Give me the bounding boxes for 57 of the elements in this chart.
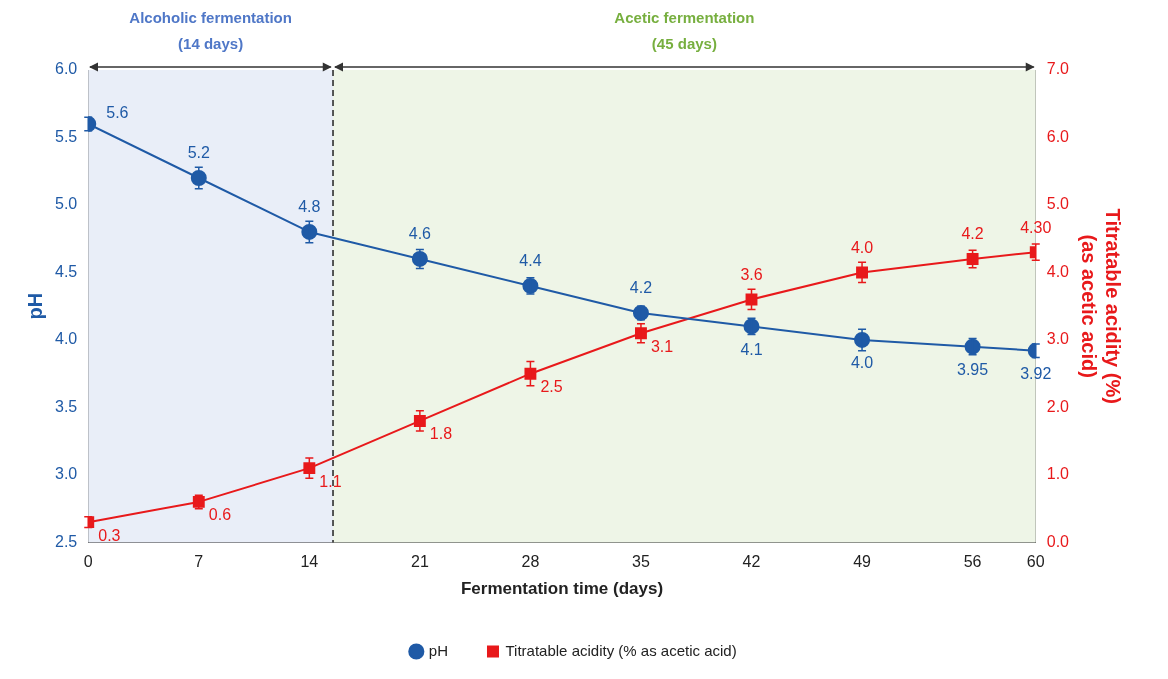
data-label: 4.6 xyxy=(408,225,432,243)
y2-tick-label: 7.0 xyxy=(1046,60,1070,78)
y-tick-label: 3.5 xyxy=(54,397,78,415)
band-label: Alcoholic fermentation (14 days) xyxy=(129,9,292,53)
legend-label: Titratable acidity (% as acetic acid) xyxy=(505,641,737,659)
x-tick-label: 0 xyxy=(83,553,93,571)
x-tick-label: 42 xyxy=(742,553,761,571)
data-label: 2.5 xyxy=(540,378,563,396)
data-label: 4.0 xyxy=(850,354,874,372)
data-label: 4.4 xyxy=(519,252,542,270)
x-tick-label: 7 xyxy=(194,553,204,571)
y-tick-label: 5.5 xyxy=(54,127,78,145)
point xyxy=(301,223,318,240)
y2-tick-label: 2.0 xyxy=(1046,397,1070,415)
data-label: 3.1 xyxy=(650,337,674,355)
y-tick-label: 3.0 xyxy=(54,465,78,483)
band-label: Acetic fermentation (45 days) xyxy=(614,9,755,53)
y-axis-title: pH xyxy=(23,292,46,320)
x-tick-label: 49 xyxy=(853,553,872,571)
x-tick-label: 14 xyxy=(300,553,319,571)
x-tick-label: 35 xyxy=(632,553,650,571)
data-label: 4.30 xyxy=(1020,218,1052,236)
data-label: 4.2 xyxy=(629,279,653,297)
data-label: 3.95 xyxy=(957,361,989,379)
y2-tick-label: 5.0 xyxy=(1046,195,1070,213)
data-label: 4.0 xyxy=(850,238,874,256)
data-label: 3.6 xyxy=(740,265,763,283)
point xyxy=(966,253,979,265)
y2-tick-label: 3.0 xyxy=(1046,330,1070,348)
y2-tick-label: 6.0 xyxy=(1046,127,1070,145)
y-tick-label: 4.5 xyxy=(54,262,78,280)
y-tick-label: 6.0 xyxy=(54,60,78,78)
data-label: 4.8 xyxy=(298,198,321,216)
data-label: 0.3 xyxy=(98,526,121,544)
data-label: 1.1 xyxy=(319,472,342,490)
y2-axis-title: Titratable acidity (%) (as acetic acid) xyxy=(1078,208,1125,404)
x-axis-title: Fermentation time (days) xyxy=(460,579,664,599)
data-label: 4.2 xyxy=(961,225,984,243)
data-label: 0.6 xyxy=(208,506,232,524)
y-tick-label: 4.0 xyxy=(54,330,78,348)
x-tick-label: 21 xyxy=(410,553,429,571)
point xyxy=(303,462,316,475)
x-tick-label: 28 xyxy=(521,553,540,571)
x-tick-label: 56 xyxy=(963,553,982,571)
y-tick-label: 5.0 xyxy=(54,195,78,213)
point xyxy=(524,367,537,380)
x-tick-label: 60 xyxy=(1026,553,1045,571)
y2-tick-label: 0.0 xyxy=(1046,532,1070,550)
data-label: 4.1 xyxy=(740,340,763,358)
y-tick-label: 2.5 xyxy=(54,532,78,550)
y2-tick-label: 1.0 xyxy=(1046,465,1070,483)
legend-label: pH xyxy=(428,641,448,659)
y2-tick-label: 4.0 xyxy=(1046,262,1070,280)
data-label: 5.2 xyxy=(187,144,210,162)
data-label: 5.6 xyxy=(106,104,129,122)
data-label: 3.92 xyxy=(1020,365,1052,383)
data-label: 1.8 xyxy=(429,425,453,443)
